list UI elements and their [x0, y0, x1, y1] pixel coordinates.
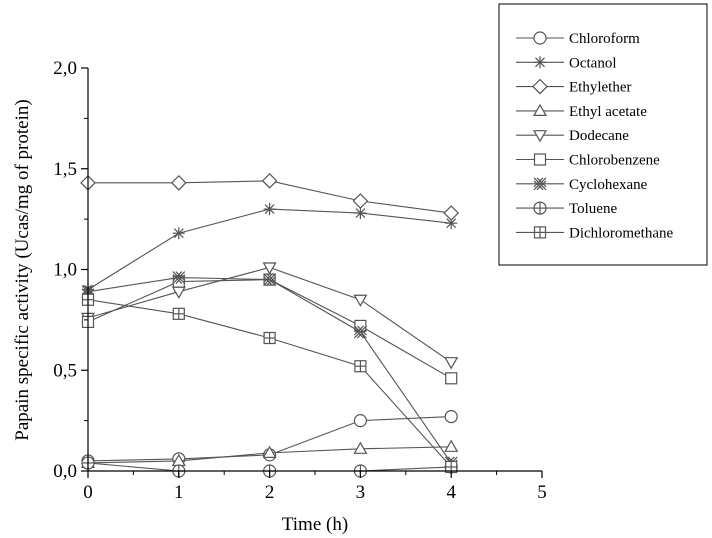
data-point-cyclohexane [172, 271, 186, 284]
series-dodecane [80, 262, 459, 370]
x-tick-label: 1 [174, 482, 184, 503]
legend-marker-dodecane [532, 130, 548, 143]
legend-item-ethylether: Ethylether [516, 78, 631, 96]
series-chloroform [81, 409, 458, 468]
legend-label: Ethyl acetate [569, 104, 647, 120]
series-cyclohexane [81, 271, 458, 470]
data-point-ethyl-acetate [353, 441, 368, 454]
legend-marker-chloroform [533, 31, 547, 45]
data-point-dichloromethane [354, 360, 367, 373]
series-layer [80, 172, 460, 478]
legend-item-dichloromethane: Dichloromethane [516, 225, 673, 241]
y-tick-label: 0,0 [53, 461, 77, 482]
x-tick-label: 3 [356, 482, 366, 503]
legend-label: Toluene [569, 201, 617, 217]
legend-item-octanol: Octanol [516, 55, 616, 71]
data-point-chlorobenzene [172, 275, 185, 288]
data-point-dodecane [353, 294, 368, 307]
legend-item-cyclohexane: Cyclohexane [516, 177, 648, 193]
data-point-chlorobenzene [445, 372, 458, 385]
data-point-dichloromethane [263, 331, 276, 345]
legend-item-chloroform: Chloroform [516, 31, 640, 47]
legend-label: Dichloromethane [569, 225, 673, 241]
legend-label: Octanol [569, 55, 616, 71]
legend-label: Dodecane [569, 128, 629, 144]
data-point-ethylether [261, 172, 278, 189]
data-point-octanol [354, 207, 367, 220]
legend-item-dodecane: Dodecane [516, 128, 629, 144]
x-tick-label: 4 [446, 482, 456, 503]
y-tick-label: 0,5 [53, 360, 77, 381]
series-ethyl-acetate [80, 439, 459, 469]
legend-marker-octanol [534, 56, 546, 69]
data-point-ethylether [352, 193, 369, 209]
legend-label: Cyclohexane [569, 177, 648, 193]
y-tick-label: 2,0 [53, 58, 77, 79]
y-tick-label: 1,5 [53, 159, 77, 180]
legend-label: Chlorobenzene [569, 153, 660, 169]
series-chlorobenzene [81, 273, 458, 385]
legend-item-chlorobenzene: Chlorobenzene [516, 153, 660, 169]
x-tick-label: 2 [265, 482, 275, 503]
data-point-dodecane [262, 262, 277, 275]
data-point-ethylether [443, 205, 460, 221]
y-tick-label: 1,0 [53, 260, 77, 281]
y-ticks: 0,0 0,5 1,0 1,5 2,0 [53, 58, 88, 482]
legend-item-toluene: Toluene [516, 201, 617, 217]
legend-marker-toluene [533, 201, 547, 215]
series-line-chlorobenzene [87, 279, 452, 379]
data-point-ethylether [170, 175, 187, 191]
series-line-cyclohexane [87, 277, 452, 464]
data-point-ethyl-acetate [444, 439, 459, 452]
x-axis-title: Time (h) [282, 514, 348, 535]
axes [87, 68, 542, 472]
legend-box [498, 3, 708, 266]
data-point-cyclohexane [263, 273, 277, 286]
legend-marker-cyclohexane [533, 177, 547, 191]
legend-item-ethyl-acetate: Ethyl acetate [516, 103, 647, 120]
data-point-ethyl-acetate [262, 445, 277, 458]
data-point-dichloromethane [172, 307, 185, 320]
data-point-chloroform [444, 409, 458, 424]
legend-marker-dichloromethane [533, 226, 547, 239]
legend: Chloroform Octanol Ethylether Ethyl acetate… [498, 3, 708, 266]
data-point-cyclohexane [353, 325, 367, 339]
series-dichloromethane [81, 293, 458, 474]
data-point-octanol [263, 203, 276, 216]
x-ticks: 0 1 2 3 4 5 [83, 471, 547, 503]
legend-marker-ethyl-acetate [532, 103, 548, 117]
legend-marker-chlorobenzene [533, 153, 547, 166]
legend-label: Chloroform [569, 31, 640, 47]
x-tick-label: 0 [83, 482, 93, 503]
series-ethylether [80, 172, 460, 221]
data-point-chloroform [353, 414, 367, 428]
legend-label: Ethylether [569, 80, 631, 96]
data-point-dodecane [444, 357, 459, 370]
data-point-octanol [172, 227, 185, 240]
x-tick-label: 5 [537, 482, 547, 503]
y-axis-title: Papain specific activity (Ucas/mg of pro… [12, 99, 33, 440]
legend-marker-ethylether [532, 78, 548, 95]
